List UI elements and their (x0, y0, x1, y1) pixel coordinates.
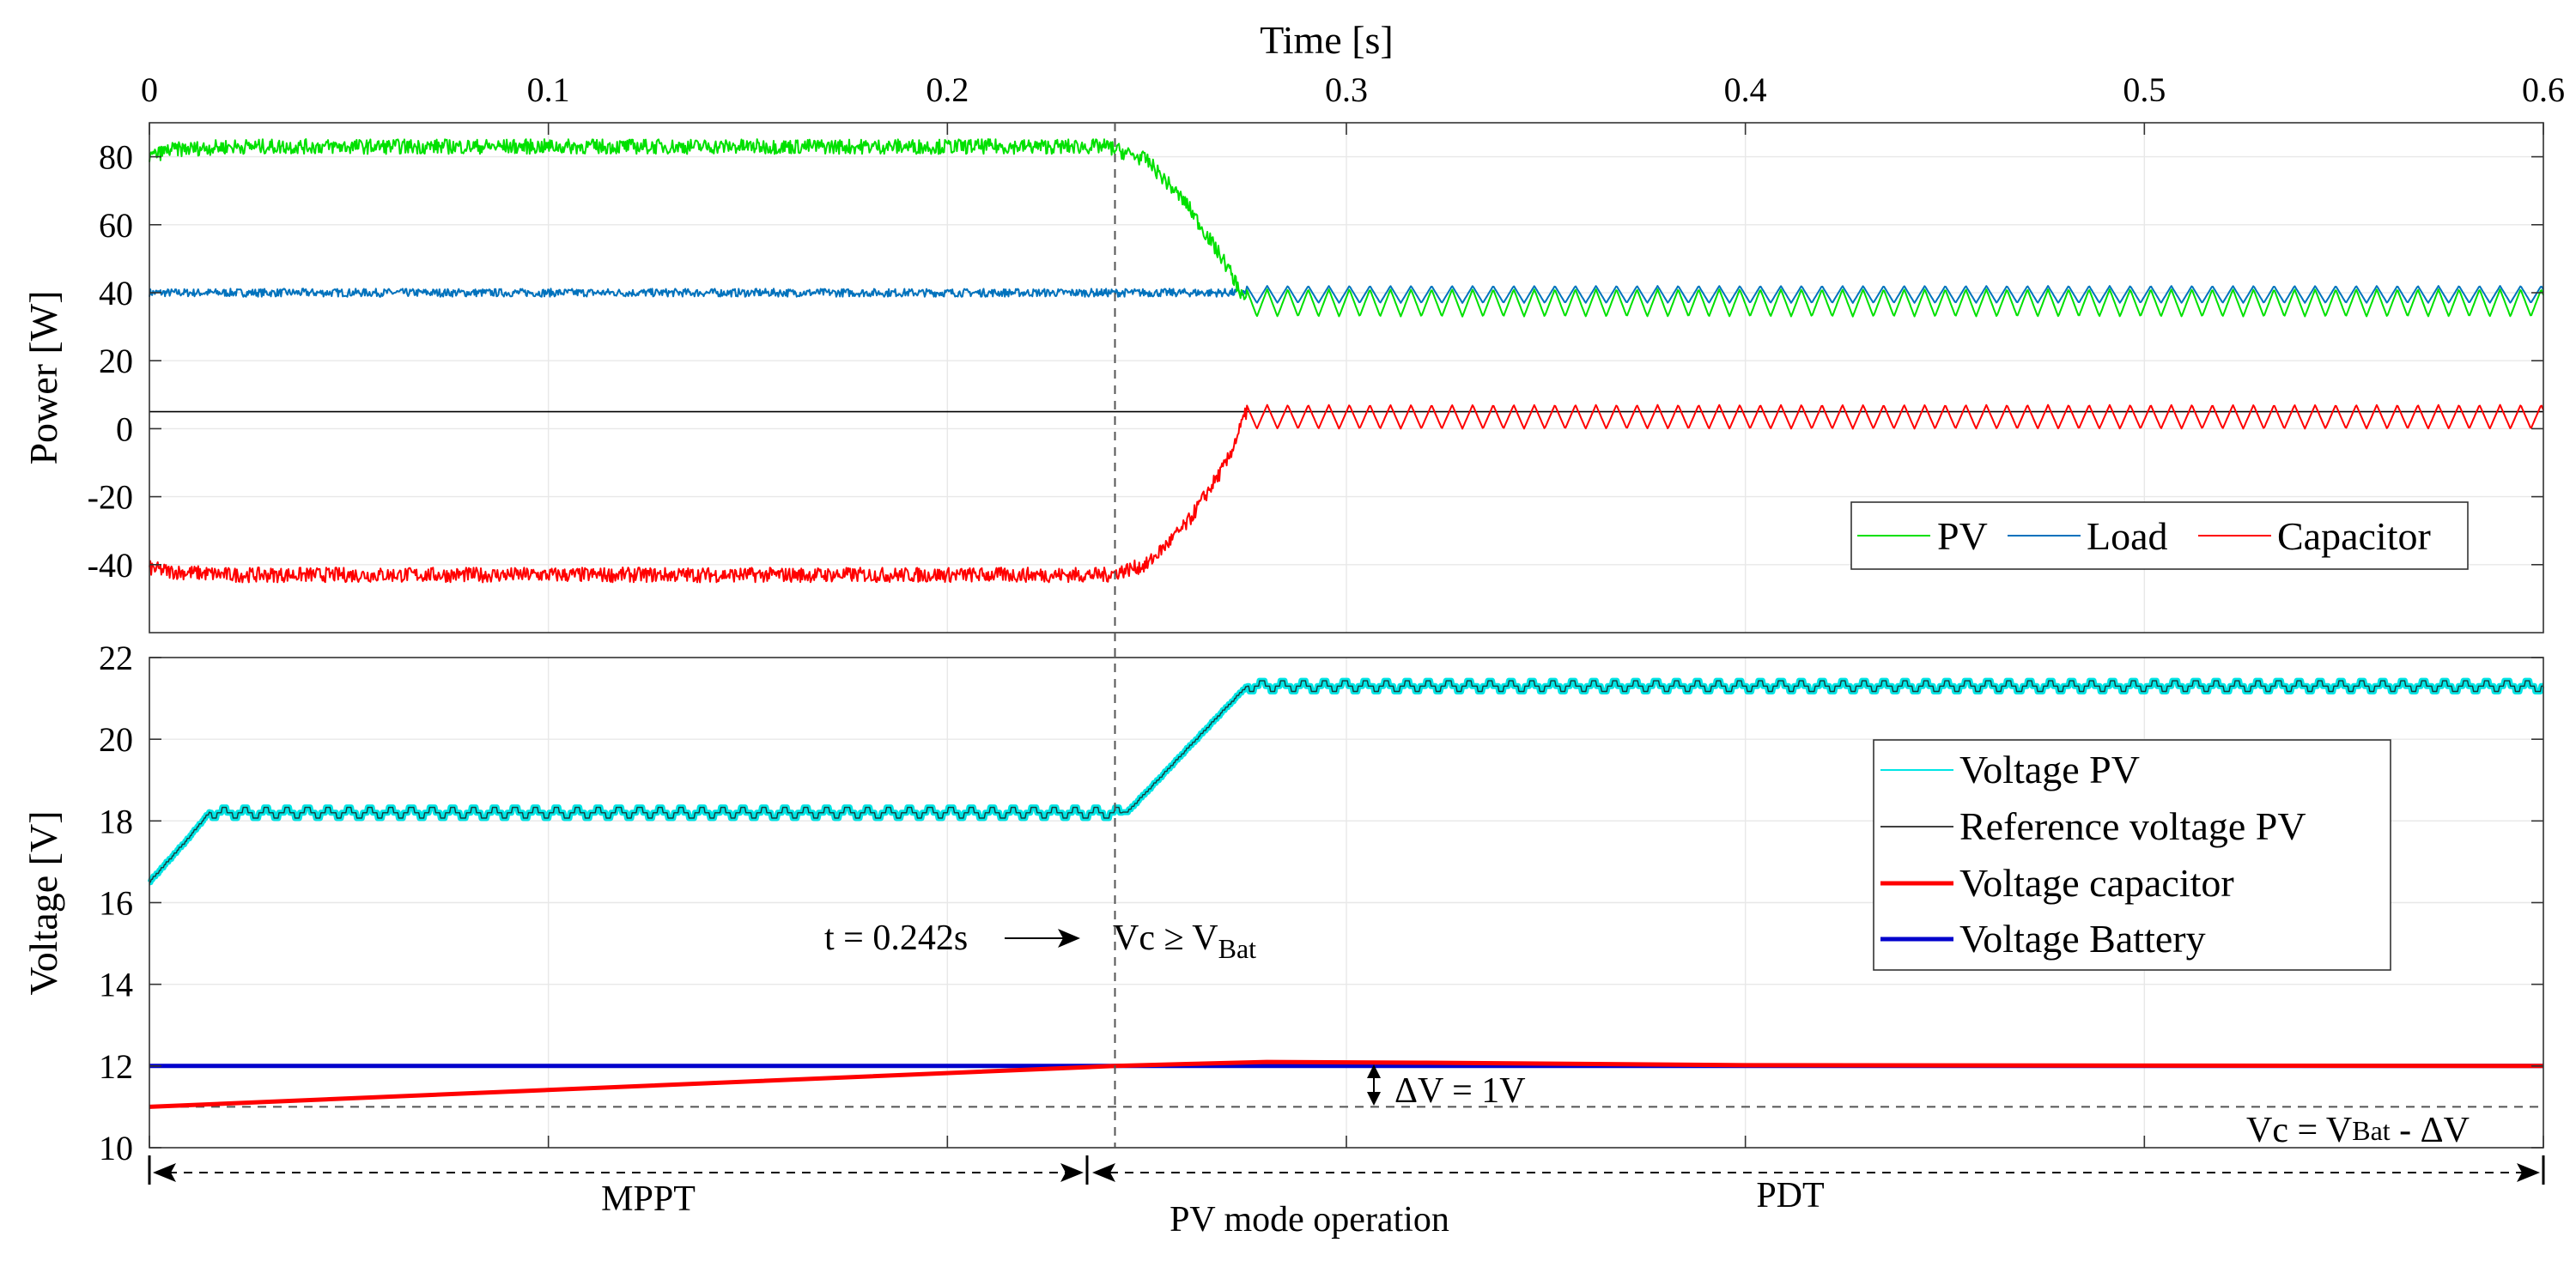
power-ticks: 0 0.1 0.2 0.3 0.4 0.5 0.6 -40 -20 0 20 40 60 80 (88, 70, 2565, 585)
legend-label-pv: PV (1937, 514, 1988, 558)
threshold-sub: Bat (2352, 1115, 2391, 1146)
x-axis-label: Time [s] (1260, 18, 1394, 62)
power-y-tick-label: -40 (88, 546, 133, 585)
voltage-y-tick-label: 20 (99, 720, 133, 759)
mppt-label: MPPT (601, 1179, 696, 1219)
vc-condition-sub: Bat (1218, 933, 1257, 964)
mppt-arrow-right (1060, 1163, 1084, 1182)
threshold-label: Vc = VBat - ΔV (2246, 1111, 2470, 1150)
voltage-y-tick-label: 18 (99, 802, 133, 840)
voltage-y-tick-label: 14 (99, 966, 133, 1004)
legend-label-voltage-capacitor: Voltage capacitor (1959, 861, 2234, 905)
power-y-tick-label: -20 (88, 478, 133, 517)
power-legend: PV Load Capacitor (1850, 501, 2469, 570)
event-arrow-head (1058, 929, 1080, 948)
mppt-arrow-left (153, 1163, 176, 1182)
voltage-legend-box (1873, 739, 2391, 971)
power-legend-box (1850, 501, 2469, 570)
power-y-tick-label: 0 (116, 409, 133, 448)
voltage-series-reference (149, 680, 2543, 883)
power-grid (149, 123, 2544, 633)
power-panel: 0 0.1 0.2 0.3 0.4 0.5 0.6 -40 -20 0 20 40 60 80 Power… (21, 70, 2565, 634)
x-tick-label: 0.4 (1724, 70, 1767, 109)
pdt-arrow-left (1092, 1163, 1115, 1182)
vc-condition-label: Vc ≥ VBat (1113, 918, 1256, 964)
power-y-tick-label: 20 (99, 342, 133, 380)
x-tick-label: 0.3 (1325, 70, 1368, 109)
vc-condition-main: Vc ≥ V (1113, 918, 1218, 958)
x-tick-label: 0.1 (527, 70, 570, 109)
voltage-y-tick-label: 16 (99, 884, 133, 923)
power-y-tick-label: 40 (99, 274, 133, 312)
delta-v-arrow-top (1367, 1064, 1381, 1078)
threshold-main: Vc = V (2246, 1111, 2352, 1150)
pv-mode-label: PV mode operation (1170, 1200, 1449, 1240)
voltage-legend: Voltage PV Reference voltage PV Voltage … (1873, 739, 2391, 971)
voltage-y-tick-label: 10 (99, 1129, 133, 1167)
x-tick-label: 0.2 (926, 70, 969, 109)
annotations: t = 0.242s Vc ≥ VBat ΔV = 1V Vc = VBat -… (824, 918, 2470, 1150)
x-tick-label: 0.6 (2522, 70, 2565, 109)
power-series-pv (149, 138, 2544, 318)
power-y-tick-label: 80 (99, 138, 133, 177)
power-y-tick-label: 60 (99, 206, 133, 245)
voltage-panel: 10 12 14 16 18 20 22 Voltage [V] Voltage PV Re… (21, 639, 2546, 1167)
legend-label-voltage-pv: Voltage PV (1959, 748, 2140, 791)
voltage-y-axis-label: Voltage [V] (21, 810, 65, 995)
pdt-label: PDT (1756, 1176, 1824, 1216)
power-y-axis-label: Power [W] (21, 290, 65, 464)
voltage-y-tick-label: 12 (99, 1047, 133, 1086)
x-tick-label: 0.5 (2123, 70, 2166, 109)
power-series-capacitor (149, 403, 2544, 584)
power-series-group (149, 138, 2544, 584)
legend-label-capacitor: Capacitor (2277, 514, 2431, 558)
threshold-tail: - ΔV (2391, 1111, 2470, 1150)
voltage-y-tick-label: 22 (99, 639, 133, 677)
voltage-ticks: 10 12 14 16 18 20 22 (99, 639, 2544, 1167)
delta-v-arrow-bottom (1367, 1092, 1381, 1106)
legend-label-load: Load (2087, 514, 2168, 558)
legend-label-reference-voltage-pv: Reference voltage PV (1959, 804, 2306, 848)
power-series-load (149, 285, 2544, 304)
x-tick-label: 0 (141, 70, 158, 109)
delta-v-label: ΔV = 1V (1394, 1071, 1526, 1111)
legend-label-voltage-battery: Voltage Battery (1959, 917, 2206, 961)
pdt-arrow-right (2517, 1163, 2540, 1182)
event-time-label: t = 0.242s (824, 918, 968, 958)
mode-spans: MPPT PDT PV mode operation (148, 1155, 2545, 1240)
